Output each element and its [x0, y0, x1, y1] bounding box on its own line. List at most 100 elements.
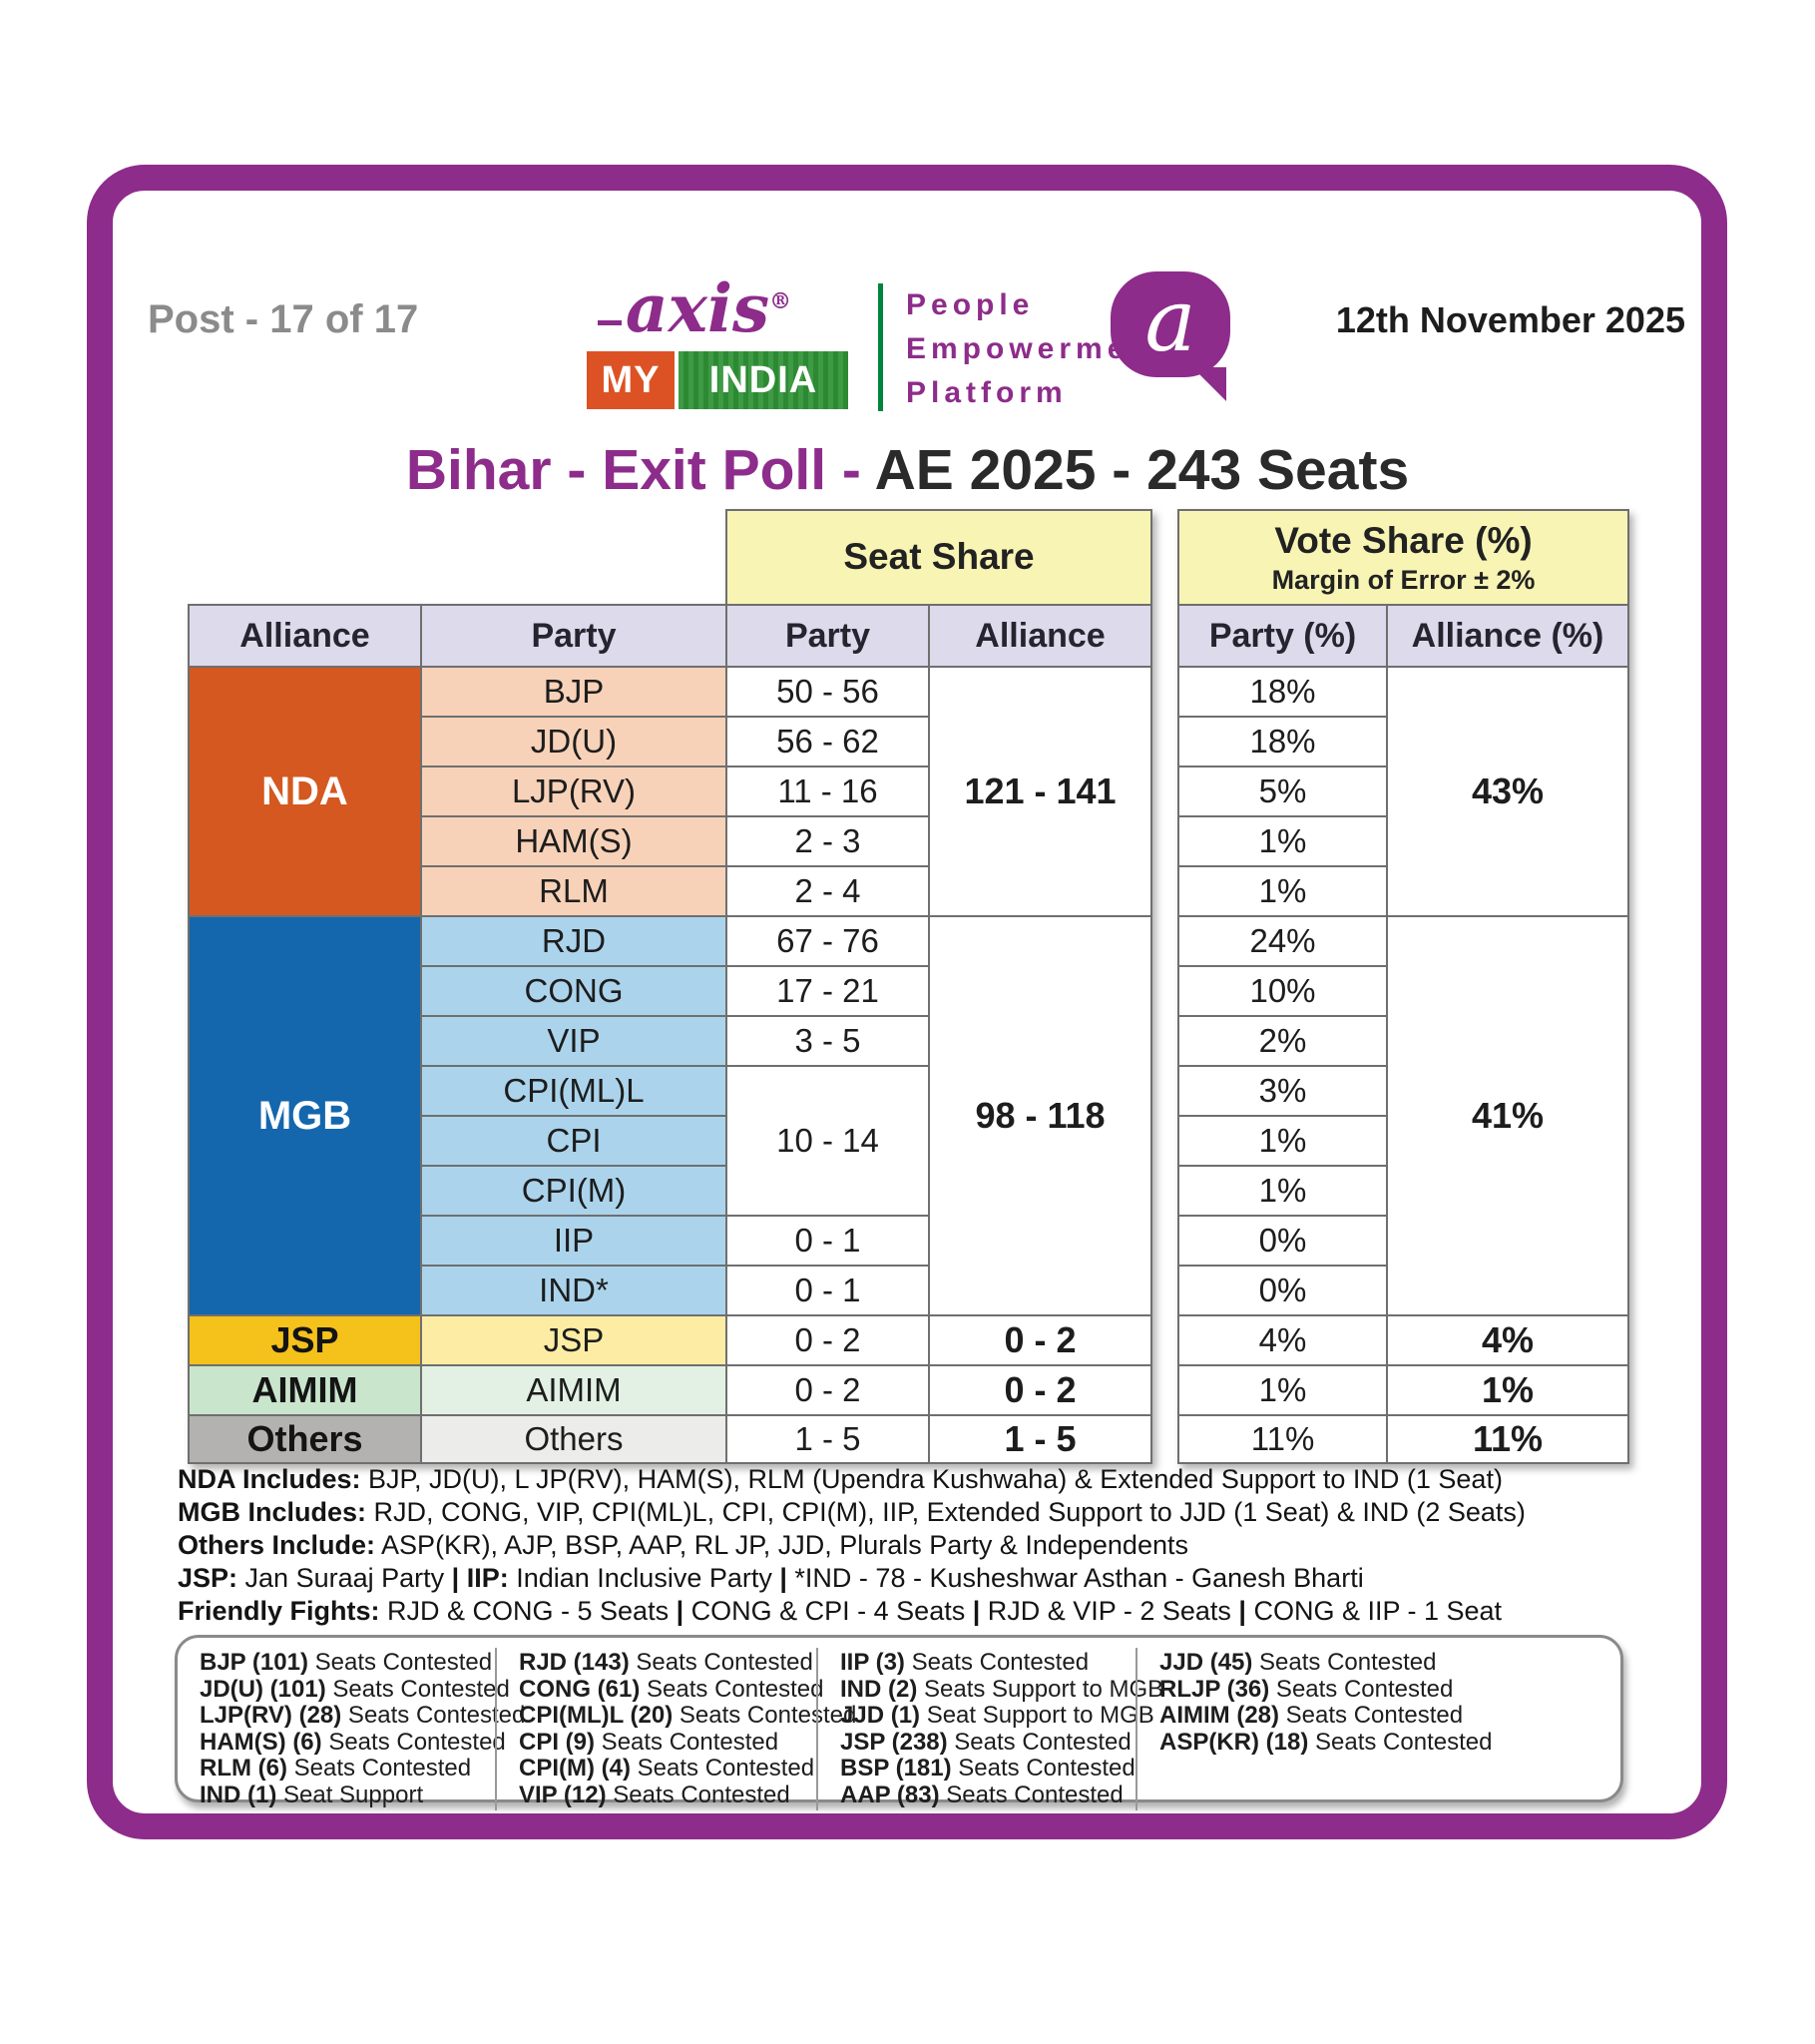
seat-cell-Others: 1 - 5 [725, 1414, 928, 1464]
contested-item: JSP (238) Seats Contested [840, 1728, 1132, 1756]
contested-item: IND (2) Seats Support to MGB [840, 1675, 1164, 1703]
party-cell-AIMIM: AIMIM [420, 1364, 725, 1414]
contested-item: VIP (12) Seats Contested [519, 1781, 790, 1808]
vote-cell-CPI(M): 1% [1177, 1165, 1386, 1215]
alliance-vote-Others: 11% [1386, 1414, 1629, 1464]
logo-divider [878, 283, 883, 411]
footnote-line-3: Others Include: ASP(KR), AJP, BSP, AAP, … [178, 1530, 1188, 1560]
vote-cell-CPI: 1% [1177, 1115, 1386, 1165]
alliance-cell-MGB: MGB [188, 915, 420, 1314]
footnotes: NDA Includes: BJP, JD(U), L JP(RV), HAM(… [178, 1463, 1634, 1628]
footnote-line-4: JSP: Jan Suraaj Party | IIP: Indian Incl… [178, 1563, 1364, 1593]
alliance-cell-JSP: JSP [188, 1314, 420, 1364]
vote-cell-RJD: 24% [1177, 915, 1386, 965]
alliance-seats-MGB: 98 - 118 [928, 915, 1152, 1314]
contested-item: CPI (9) Seats Contested [519, 1728, 779, 1756]
tagline-platform: Platform [906, 376, 1068, 409]
party-cell-BJP: BJP [420, 666, 725, 716]
registered-mark-icon: ® [769, 288, 792, 314]
contested-item: JJD (1) Seat Support to MGB [840, 1702, 1154, 1729]
vote-cell-RLM: 1% [1177, 865, 1386, 915]
contested-item: JD(U) (101) Seats Contested [200, 1675, 510, 1703]
contested-item: BSP (181) Seats Contested [840, 1755, 1135, 1782]
contested-item: ASP(KR) (18) Seats Contested [1159, 1728, 1493, 1756]
vote-cell-JSP: 4% [1177, 1314, 1386, 1364]
alliance-cell-NDA: NDA [188, 666, 420, 915]
alliance-seats-NDA: 121 - 141 [928, 666, 1152, 915]
contested-item: AAP (83) Seats Contested [840, 1781, 1124, 1808]
contested-item: AIMIM (28) Seats Contested [1159, 1702, 1464, 1729]
vote-cell-JD(U): 18% [1177, 716, 1386, 766]
party-cell-RLM: RLM [420, 865, 725, 915]
footnote-line-1: NDA Includes: BJP, JD(U), L JP(RV), HAM(… [178, 1464, 1503, 1494]
seat-cell-RLM: 2 - 4 [725, 865, 928, 915]
alliance-vote-NDA: 43% [1386, 666, 1629, 915]
page-title: Bihar - Exit Poll - AE 2025 - 243 Seats [0, 437, 1815, 503]
bubble-letter: a [1144, 271, 1196, 371]
vote-share-title: Vote Share (%) [1274, 520, 1533, 562]
contested-column-3: IIP (3) Seats Contested IND (2) Seats Sup… [816, 1648, 1164, 1810]
seat-cell-HAM(S): 2 - 3 [725, 815, 928, 865]
contested-item: RJD (143) Seats Contested [519, 1649, 813, 1676]
party-cell-JD(U): JD(U) [420, 716, 725, 766]
party-cell-Others: Others [420, 1414, 725, 1464]
seat-cell-JSP: 0 - 2 [725, 1314, 928, 1364]
seat-cell-LJP(RV): 11 - 16 [725, 766, 928, 815]
tagline-people: People [906, 288, 1035, 321]
title-dark: AE 2025 - 243 Seats [874, 438, 1410, 502]
vote-cell-HAM(S): 1% [1177, 815, 1386, 865]
party-cell-LJP(RV): LJP(RV) [420, 766, 725, 815]
margin-of-error: Margin of Error ± 2% [1271, 564, 1536, 595]
contested-column-1: BJP (101) Seats Contested JD(U) (101) Sea… [178, 1648, 526, 1810]
contested-item: JJD (45) Seats Contested [1159, 1649, 1437, 1676]
vote-cell-VIP: 2% [1177, 1015, 1386, 1065]
axis-logo-text: axis [625, 269, 770, 347]
logo-my-block: MY [587, 351, 675, 409]
col-header-party: Party [420, 604, 725, 666]
title-purple: Bihar - Exit Poll - [405, 438, 875, 502]
contested-item: CONG (61) Seats Contested [519, 1675, 824, 1703]
seat-cell-IND*: 0 - 1 [725, 1265, 928, 1314]
vote-cell-IIP: 0% [1177, 1215, 1386, 1265]
vote-cell-LJP(RV): 5% [1177, 766, 1386, 815]
alliance-vote-MGB: 41% [1386, 915, 1629, 1314]
contested-item: HAM(S) (6) Seats Contested [200, 1728, 506, 1756]
contested-item: BJP (101) Seats Contested [200, 1649, 493, 1676]
col-header-seat-alliance: Alliance [928, 604, 1152, 666]
col-header-vote-party: Party (%) [1177, 604, 1386, 666]
party-cell-CPI(M): CPI(M) [420, 1165, 725, 1215]
axis-logo-wordmark: axis® [593, 275, 792, 407]
seat-cell-CONG: 17 - 21 [725, 965, 928, 1015]
alliance-seats-AIMIM: 0 - 2 [928, 1364, 1152, 1414]
contested-item: LJP(RV) (28) Seats Contested [200, 1702, 526, 1729]
party-cell-VIP: VIP [420, 1015, 725, 1065]
vote-cell-IND*: 0% [1177, 1265, 1386, 1314]
post-counter: Post - 17 of 17 [148, 297, 419, 341]
seat-cell-VIP: 3 - 5 [725, 1015, 928, 1065]
logo-india-block: INDIA [679, 351, 848, 409]
my-india-logo: MY INDIA [587, 351, 848, 409]
alliance-vote-AIMIM: 1% [1386, 1364, 1629, 1414]
seats-contested-box: BJP (101) Seats Contested JD(U) (101) Sea… [175, 1635, 1623, 1810]
contested-item: RLJP (36) Seats Contested [1159, 1675, 1454, 1703]
footnote-line-2: MGB Includes: RJD, CONG, VIP, CPI(ML)L, … [178, 1497, 1526, 1527]
contested-item: CPI(M) (4) Seats Contested [519, 1755, 815, 1782]
seat-cell-AIMIM: 0 - 2 [725, 1364, 928, 1414]
vote-cell-Others: 11% [1177, 1414, 1386, 1464]
contested-column-4: JJD (45) Seats Contested RLJP (36) Seats … [1135, 1648, 1620, 1810]
alliance-cell-AIMIM: AIMIM [188, 1364, 420, 1414]
alliance-seats-Others: 1 - 5 [928, 1414, 1152, 1464]
contested-item: IIP (3) Seats Contested [840, 1649, 1090, 1676]
contested-item: IND (1) Seat Support [200, 1781, 424, 1808]
seat-cell-JD(U): 56 - 62 [725, 716, 928, 766]
seat-cell-IIP: 0 - 1 [725, 1215, 928, 1265]
col-header-seat-party: Party [725, 604, 928, 666]
vote-share-group-header: Vote Share (%) Margin of Error ± 2% [1177, 509, 1629, 604]
party-cell-CPI(ML)L: CPI(ML)L [420, 1065, 725, 1115]
alliance-seats-JSP: 0 - 2 [928, 1314, 1152, 1364]
vote-cell-AIMIM: 1% [1177, 1364, 1386, 1414]
party-cell-IND*: IND* [420, 1265, 725, 1314]
seat-share-group-header: Seat Share [725, 509, 1152, 604]
purple-frame [87, 165, 1727, 1839]
alliance-vote-JSP: 4% [1386, 1314, 1629, 1364]
